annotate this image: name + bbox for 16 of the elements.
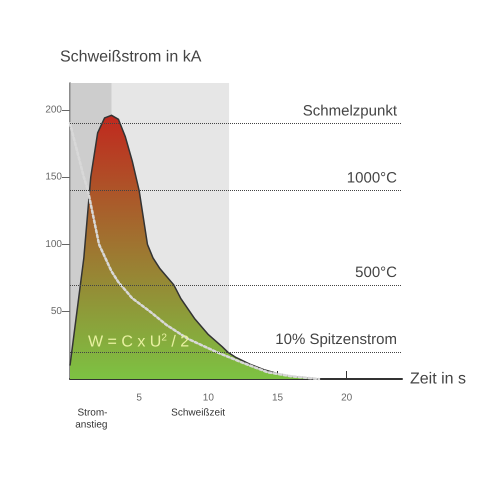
x-tick-label: 5 xyxy=(136,392,142,404)
x-tick-label: 15 xyxy=(272,392,284,404)
ref-line-label: 1000°C xyxy=(346,170,398,187)
y-tick-label: 150 xyxy=(45,172,62,183)
band-label: Schweißzeit xyxy=(171,408,226,418)
ref-line-label: Schmelzpunkt xyxy=(302,102,398,120)
y-tick-label: 50 xyxy=(50,306,62,318)
band-label: Strom- anstieg xyxy=(75,408,108,430)
x-tick-label: 20 xyxy=(341,392,353,404)
ref-line-label: 500°C xyxy=(355,264,398,281)
x-tick-label: 10 xyxy=(202,392,214,404)
x-axis-title: Zeit in s xyxy=(410,370,466,388)
y-tick-label: 100 xyxy=(45,238,62,250)
y-axis-title: Schweißstrom in kA xyxy=(60,48,202,66)
y-tick-label: 200 xyxy=(45,104,62,116)
ref-line-label: 10% Spitzenstrom xyxy=(275,331,397,348)
